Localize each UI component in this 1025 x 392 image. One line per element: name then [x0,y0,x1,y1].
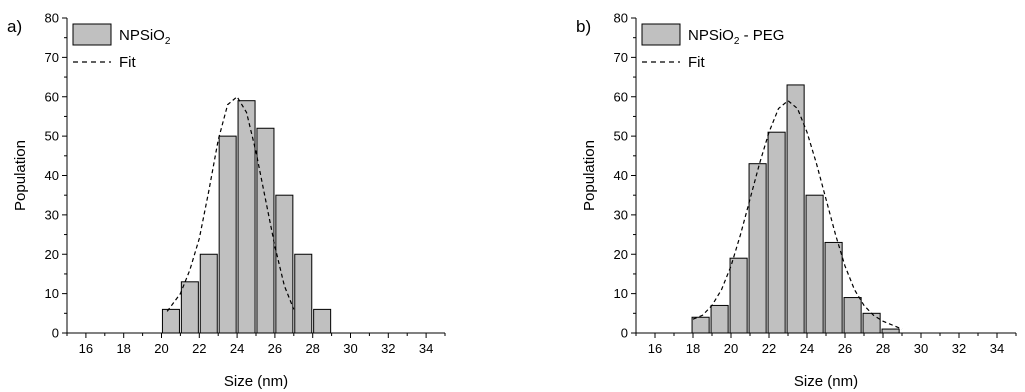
legend-bar-swatch [641,23,681,46]
bar-series [161,100,332,334]
y-tick-label: 60 [45,89,59,104]
y-tick-label: 70 [45,50,59,65]
y-tick-label: 80 [614,11,628,26]
y-tick-label: 50 [45,129,59,144]
x-tick-label: 22 [192,341,206,356]
bar [180,281,199,334]
x-tick-label: 20 [154,341,168,356]
x-tick-label: 30 [914,341,928,356]
bar [729,257,748,334]
legend-bar-label-subscript: 2 [165,36,171,47]
legend-bar-swatch [72,23,112,46]
bar [824,241,843,334]
x-tick-label: 34 [419,341,433,356]
bar [748,163,767,334]
y-tick-label: 40 [614,168,628,183]
bar [199,253,218,334]
bar [767,131,786,334]
bar-series [691,84,900,334]
chart-panel-b: 0 10 20 30 40 50 60 70 80 16 18 20 22 24 26 28 30 32 34 Siz… [576,11,1017,390]
x-tick-label: 16 [648,341,662,356]
bar [275,194,294,334]
x-tick-label: 18 [686,341,700,356]
legend-bar-label-suffix: - PEG [739,27,784,44]
bar [881,328,900,334]
x-tick-label: 26 [838,341,852,356]
x-tick-label: 24 [230,341,244,356]
bar [710,304,729,334]
y-tick-label: 70 [614,50,628,65]
bar [256,127,275,334]
legend-bar-label-main: NPSiO [688,27,734,44]
x-axis-label: Size (nm) [224,373,288,390]
y-tick-label: 20 [45,247,59,262]
y-axis-label: Population [581,140,598,211]
x-tick-label: 18 [116,341,130,356]
legend-bar-label-main: NPSiO [119,27,165,44]
x-tick-label: 30 [343,341,357,356]
legend-bar-label-subscript: 2 [734,36,740,47]
y-tick-label: 40 [45,168,59,183]
y-tick-label: 0 [52,326,59,341]
panel-label: a) [7,17,22,36]
legend-bar-label: NPSiO2 - PEG [688,27,784,47]
legend: NPSiO2 Fit [72,23,171,71]
x-tick-label: 22 [762,341,776,356]
fit-curve [692,99,903,330]
bar [237,100,256,334]
y-tick-label: 30 [614,207,628,222]
bar [843,297,862,334]
legend: NPSiO2 - PEG Fit [641,23,784,71]
x-tick-label: 32 [952,341,966,356]
bar [691,316,710,334]
bar [313,308,332,334]
legend-bar-label: NPSiO2 [119,27,171,47]
bar [161,308,180,334]
y-tick-label: 30 [45,207,59,222]
y-tick-label: 60 [614,89,628,104]
x-tick-label: 24 [800,341,814,356]
chart-panel-a: 0 10 20 30 40 50 60 70 80 16 18 20 22 24 26 28 30 32 34 Siz… [7,11,446,390]
y-tick-label: 0 [621,326,628,341]
bar [862,312,881,334]
legend-fit-label: Fit [119,54,136,71]
panel-label: b) [576,17,591,36]
x-tick-label: 34 [990,341,1004,356]
x-tick-label: 28 [876,341,890,356]
bar [294,253,313,334]
x-tick-label: 28 [305,341,319,356]
y-tick-label: 80 [45,11,59,26]
x-axis-label: Size (nm) [794,373,858,390]
x-tick-label: 32 [381,341,395,356]
legend-fit-label: Fit [688,54,705,71]
y-tick-label: 10 [614,286,628,301]
bar [218,135,237,334]
y-tick-label: 10 [45,286,59,301]
y-tick-label: 50 [614,129,628,144]
bar [786,84,805,334]
bar [805,194,824,334]
x-tick-label: 16 [79,341,93,356]
x-tick-label: 20 [724,341,738,356]
y-tick-label: 20 [614,247,628,262]
x-tick-label: 26 [268,341,282,356]
y-axis-label: Population [12,140,29,211]
